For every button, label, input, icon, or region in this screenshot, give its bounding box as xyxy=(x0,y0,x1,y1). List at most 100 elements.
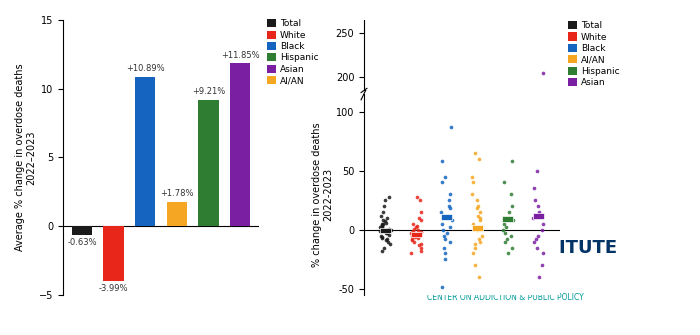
Point xyxy=(374,249,386,254)
Point xyxy=(473,258,484,263)
Point xyxy=(528,239,540,244)
Point xyxy=(444,198,455,203)
Point xyxy=(443,203,454,209)
Point xyxy=(442,253,453,259)
Point xyxy=(445,124,456,130)
Point xyxy=(382,239,393,244)
Point xyxy=(473,286,484,291)
Point xyxy=(470,245,481,250)
Point xyxy=(379,228,391,234)
Text: -0.63%: -0.63% xyxy=(67,238,97,247)
Point xyxy=(473,240,484,245)
Point xyxy=(444,234,456,240)
Point xyxy=(531,168,542,173)
Bar xyxy=(71,226,92,235)
Point xyxy=(416,245,427,250)
Point xyxy=(406,238,417,243)
Point xyxy=(474,218,485,223)
Point xyxy=(538,268,549,273)
Point xyxy=(440,268,451,273)
FancyBboxPatch shape xyxy=(533,213,544,219)
Point xyxy=(473,213,484,218)
Point xyxy=(376,246,387,251)
Text: CENTER ON ADDICTION & PUBLIC POLICY: CENTER ON ADDICTION & PUBLIC POLICY xyxy=(427,293,584,302)
Point xyxy=(499,215,510,221)
Point xyxy=(501,237,512,242)
Point xyxy=(375,233,386,239)
Point xyxy=(444,228,455,234)
Point xyxy=(406,255,417,260)
Point xyxy=(377,225,388,230)
Point xyxy=(385,227,396,232)
Point xyxy=(385,241,396,247)
Point xyxy=(436,284,447,289)
Bar xyxy=(198,99,218,226)
Point xyxy=(412,194,423,199)
Point xyxy=(408,239,419,244)
Point xyxy=(506,203,517,209)
Point xyxy=(507,264,518,269)
Point xyxy=(410,232,421,237)
Point xyxy=(435,209,447,215)
Point xyxy=(379,198,391,203)
Point xyxy=(468,221,479,226)
Point xyxy=(442,230,453,236)
Point xyxy=(405,230,416,236)
Point xyxy=(379,244,391,250)
Point xyxy=(533,286,545,291)
Point xyxy=(500,249,511,254)
Point xyxy=(435,237,447,243)
Bar xyxy=(135,77,155,226)
Point xyxy=(407,230,419,236)
Point xyxy=(475,242,486,247)
Point xyxy=(531,264,542,269)
Point xyxy=(385,261,396,266)
FancyBboxPatch shape xyxy=(441,214,452,220)
Point xyxy=(412,226,423,231)
Bar xyxy=(104,226,124,281)
Point xyxy=(415,248,426,254)
Point xyxy=(439,255,450,260)
Point xyxy=(415,252,426,258)
Point xyxy=(410,234,421,240)
Point xyxy=(439,264,450,269)
Point xyxy=(382,252,393,258)
Text: O’NEILL INSTITUTE: O’NEILL INSTITUTE xyxy=(427,239,617,257)
Point xyxy=(439,233,450,239)
FancyBboxPatch shape xyxy=(472,225,483,230)
Point xyxy=(438,213,449,218)
Point xyxy=(436,215,447,221)
Point xyxy=(498,246,510,251)
Point xyxy=(415,228,426,234)
Point xyxy=(377,247,388,252)
Point xyxy=(499,230,510,236)
Point xyxy=(408,228,419,233)
Point xyxy=(382,229,393,235)
Point xyxy=(473,198,484,203)
Point xyxy=(505,224,517,229)
Point xyxy=(377,222,388,228)
Point xyxy=(470,263,481,268)
Point xyxy=(470,261,481,266)
Point xyxy=(444,206,456,211)
Point xyxy=(470,241,481,247)
Point xyxy=(384,250,395,255)
Point xyxy=(378,246,389,251)
Point xyxy=(408,259,419,265)
Point xyxy=(473,274,484,280)
Point xyxy=(377,248,388,254)
Point xyxy=(473,237,484,242)
Point xyxy=(381,227,392,232)
Point xyxy=(375,255,386,260)
Point xyxy=(537,221,548,226)
Point xyxy=(470,264,481,269)
Point xyxy=(473,156,484,161)
Point xyxy=(531,206,542,212)
Point xyxy=(498,221,510,226)
Point xyxy=(377,237,388,243)
Point xyxy=(377,223,388,229)
Point xyxy=(472,234,483,240)
Point xyxy=(415,261,426,266)
Point xyxy=(406,233,417,239)
Point xyxy=(381,215,392,221)
